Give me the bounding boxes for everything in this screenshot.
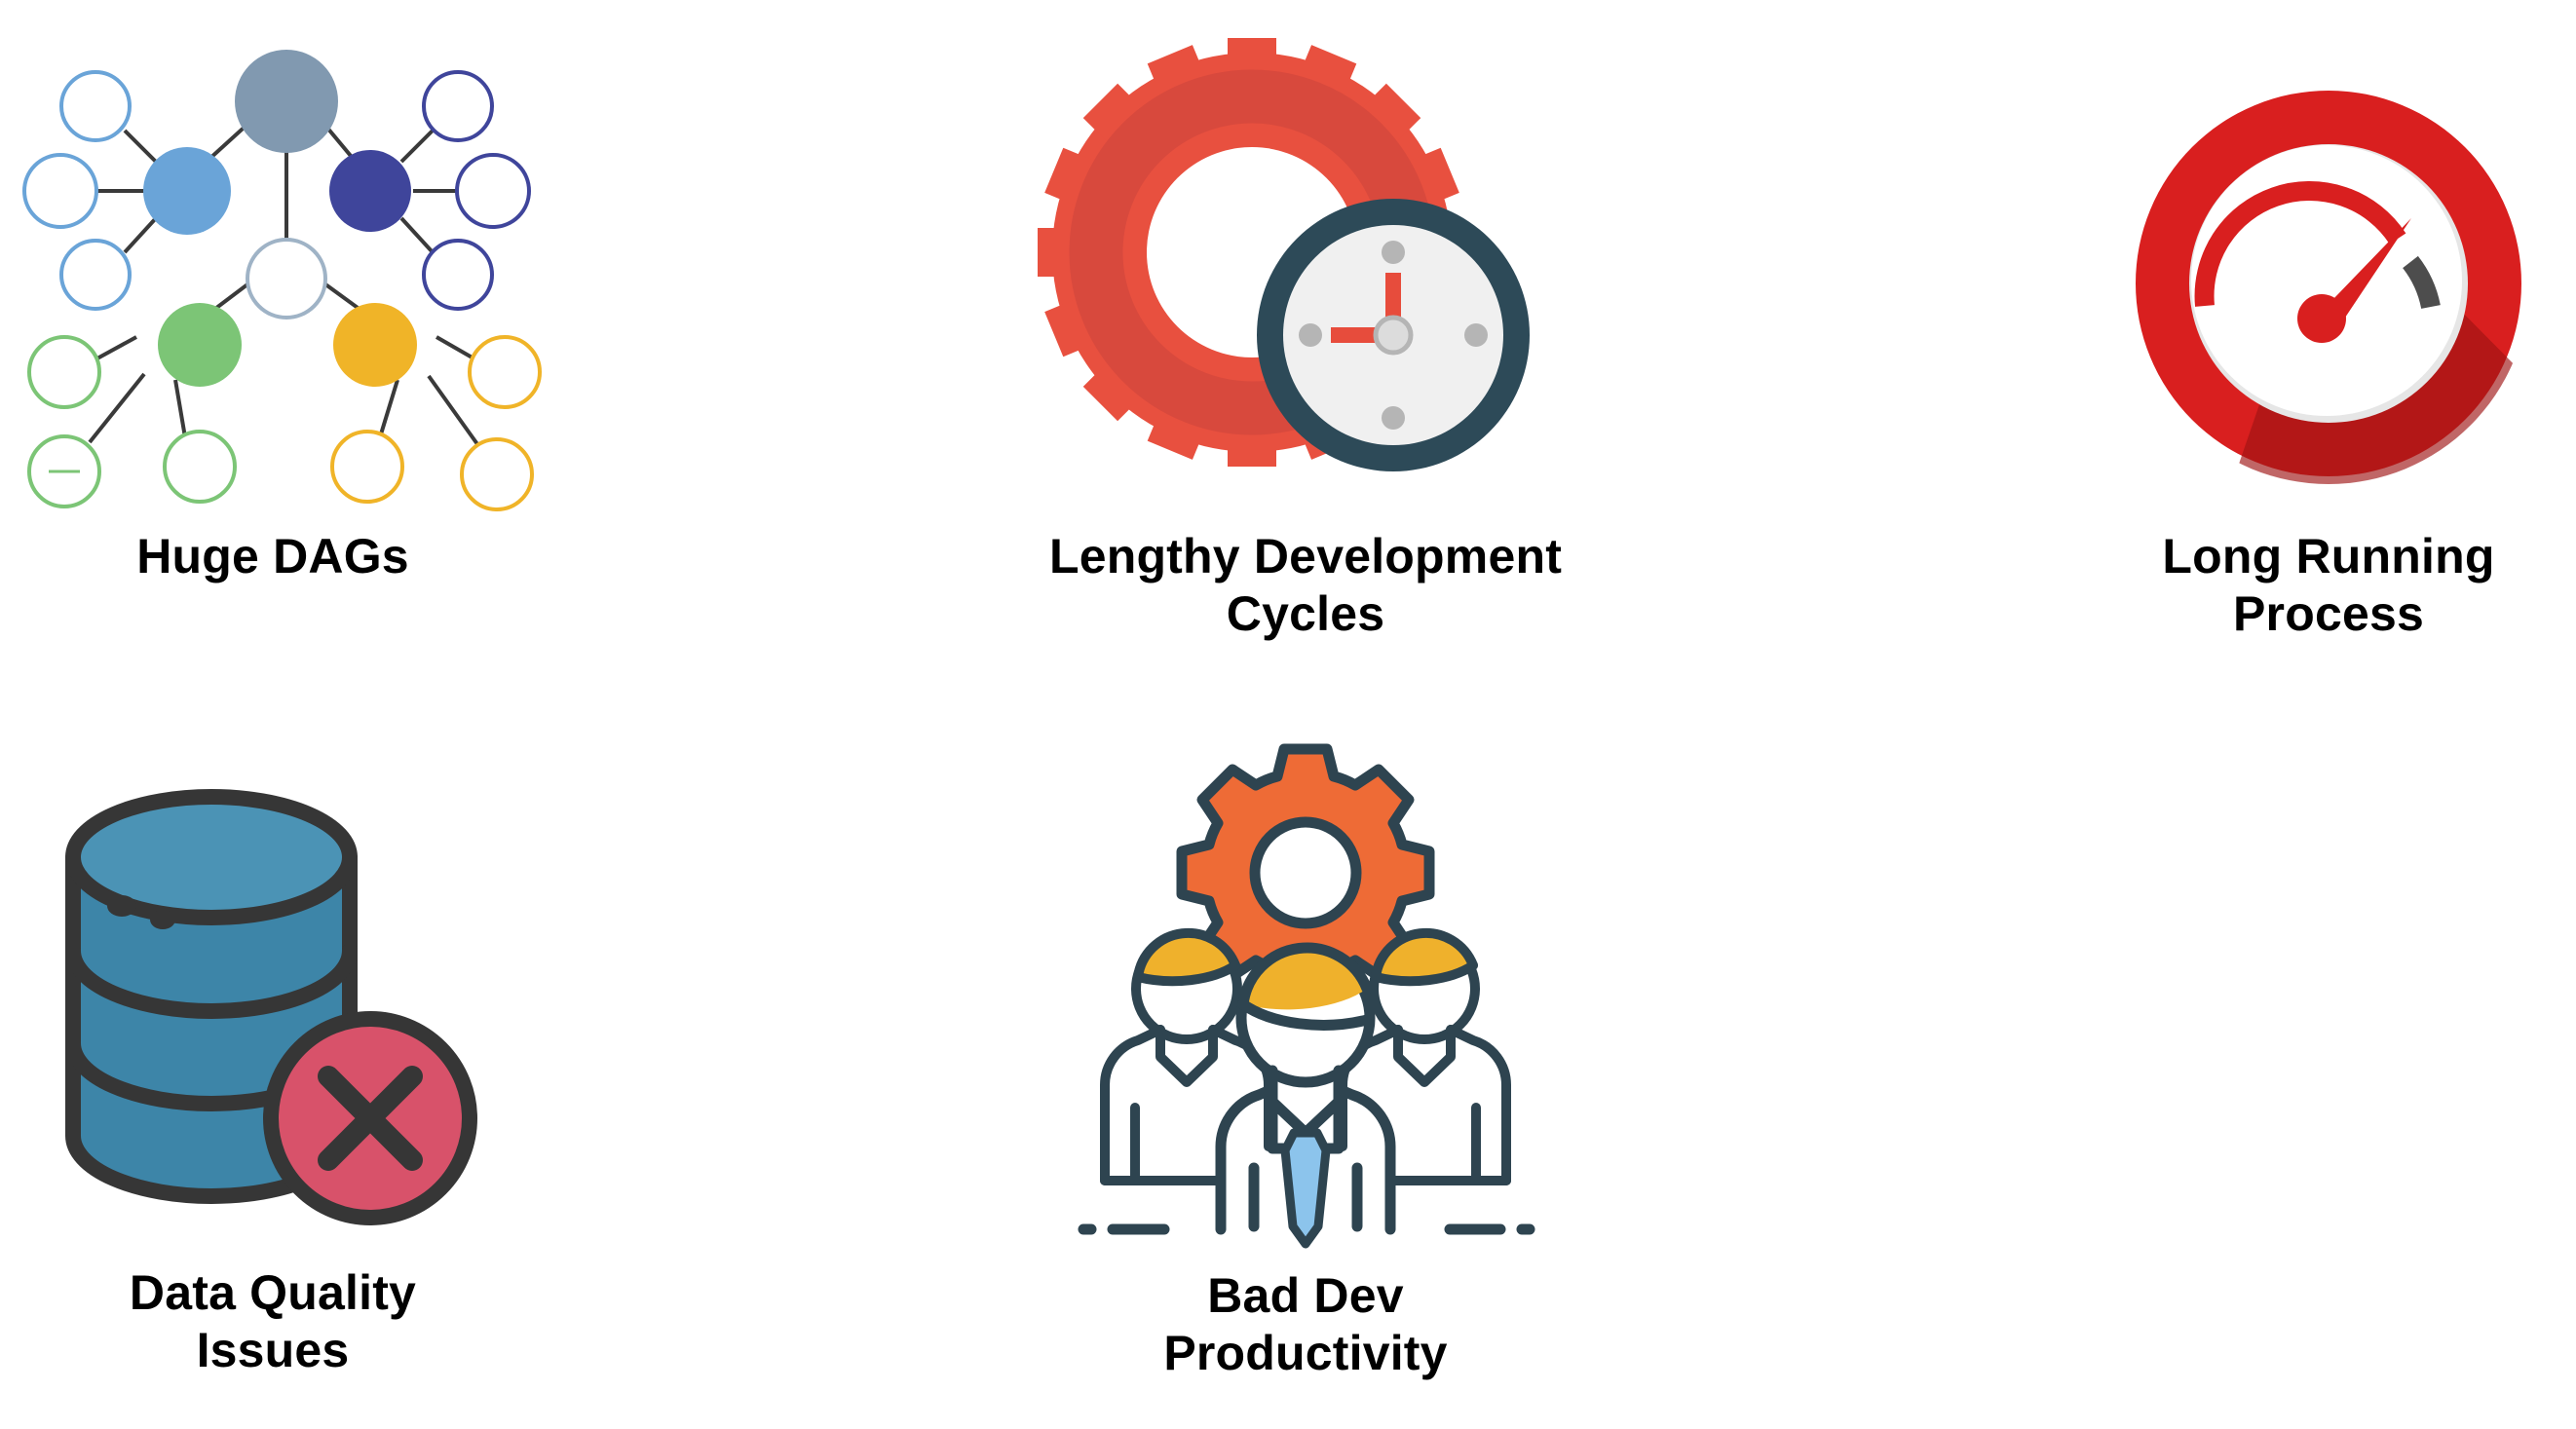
dag-leaf-group-green	[27, 335, 237, 508]
speedometer-icon	[2128, 83, 2529, 484]
person-right	[1337, 927, 1512, 1185]
icon-container	[1062, 723, 1549, 1254]
dag-node-root	[235, 50, 338, 153]
icon-container	[1038, 14, 1569, 501]
error-badge	[263, 1011, 477, 1225]
clock-tick-6	[1382, 406, 1405, 430]
pain-point-label-bad-dev-productivity: Bad Dev Productivity	[1163, 1268, 1448, 1380]
icon-container	[44, 748, 502, 1235]
dag-node-indigo-hub	[329, 150, 411, 232]
pain-point-card-huge-dags: Huge DAGs	[0, 14, 546, 585]
clock-center-hub	[1373, 315, 1414, 356]
dag-node-centre	[246, 238, 327, 320]
pain-point-card-lengthy-development-cycles: Lengthy Development Cycles	[984, 14, 1627, 642]
team-gear-icon	[1078, 743, 1535, 1249]
clock-tick-3	[1464, 323, 1488, 347]
gauge-arc-red	[2194, 181, 2406, 307]
database-error-icon	[65, 789, 477, 1225]
dag-node-blue-hub	[143, 147, 231, 235]
pain-point-card-long-running-process: Long Running Process	[2056, 14, 2576, 642]
pain-point-card-data-quality-issues: Data Quality Issues	[0, 748, 546, 1378]
dag-leaf-group-blue	[22, 70, 132, 311]
dag-leaf-group-yellow	[330, 335, 542, 511]
dag-node-yellow-hub	[333, 303, 417, 387]
gauge-arc-grey	[2402, 255, 2441, 310]
pain-point-label-lengthy-development-cycles: Lengthy Development Cycles	[1048, 529, 1563, 641]
icon-container	[22, 14, 542, 511]
dag-node-green-hub	[158, 303, 242, 387]
gauge-needle	[2323, 218, 2411, 320]
dag-graph-icon	[22, 50, 542, 511]
pain-point-label-data-quality-issues: Data Quality Issues	[129, 1265, 417, 1377]
dag-leaf-group-indigo	[422, 70, 531, 311]
pain-point-label-huge-dags: Huge DAGs	[136, 529, 409, 583]
clock-shape	[1257, 199, 1530, 471]
icon-container	[2119, 14, 2538, 501]
pain-point-card-bad-dev-productivity: Bad Dev Productivity	[984, 723, 1627, 1381]
person-center	[1215, 942, 1396, 1249]
clock-tick-9	[1299, 323, 1322, 347]
database-led-2	[150, 910, 175, 929]
clock-tick-12	[1382, 241, 1405, 264]
close-icon	[318, 1066, 423, 1171]
database-led-1	[107, 895, 136, 917]
gear-clock-icon	[1038, 38, 1530, 471]
gauge-pivot	[2297, 294, 2346, 343]
pain-point-label-long-running-process: Long Running Process	[2162, 529, 2495, 641]
